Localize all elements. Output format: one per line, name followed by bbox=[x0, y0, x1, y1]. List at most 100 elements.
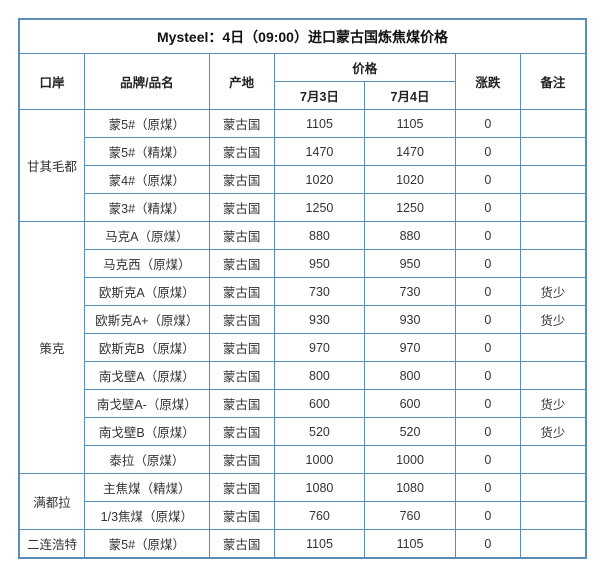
cell-change: 0 bbox=[455, 306, 520, 334]
cell-change: 0 bbox=[455, 446, 520, 474]
cell-change: 0 bbox=[455, 474, 520, 502]
cell-brand: 欧斯克B（原煤） bbox=[85, 334, 210, 362]
cell-price1: 970 bbox=[274, 334, 365, 362]
cell-brand: 泰拉（原煤） bbox=[85, 446, 210, 474]
header-change: 涨跌 bbox=[455, 54, 520, 110]
cell-note: 货少 bbox=[520, 306, 585, 334]
table-row: 欧斯克A（原煤）蒙古国7307300货少 bbox=[20, 278, 586, 306]
price-table-container: Mysteel：4日（09:00）进口蒙古国炼焦煤价格 口岸 品牌/品名 产地 … bbox=[18, 18, 587, 559]
table-row: 泰拉（原煤）蒙古国100010000 bbox=[20, 446, 586, 474]
table-title: Mysteel：4日（09:00）进口蒙古国炼焦煤价格 bbox=[20, 20, 586, 54]
cell-change: 0 bbox=[455, 278, 520, 306]
table-row: 南戈壁B（原煤）蒙古国5205200货少 bbox=[20, 418, 586, 446]
cell-brand: 蒙5#（原煤） bbox=[85, 110, 210, 138]
cell-note bbox=[520, 446, 585, 474]
header-port: 口岸 bbox=[20, 54, 85, 110]
table-row: 满都拉主焦煤（精煤）蒙古国108010800 bbox=[20, 474, 586, 502]
cell-price1: 1470 bbox=[274, 138, 365, 166]
cell-brand: 蒙4#（原煤） bbox=[85, 166, 210, 194]
cell-brand: 南戈壁B（原煤） bbox=[85, 418, 210, 446]
cell-port: 二连浩特 bbox=[20, 530, 85, 558]
cell-origin: 蒙古国 bbox=[209, 138, 274, 166]
cell-port: 满都拉 bbox=[20, 474, 85, 530]
cell-brand: 马克西（原煤） bbox=[85, 250, 210, 278]
cell-note bbox=[520, 250, 585, 278]
cell-origin: 蒙古国 bbox=[209, 166, 274, 194]
cell-price1: 800 bbox=[274, 362, 365, 390]
table-body: 甘其毛都蒙5#（原煤）蒙古国110511050蒙5#（精煤）蒙古国1470147… bbox=[20, 110, 586, 558]
cell-price1: 950 bbox=[274, 250, 365, 278]
header-brand: 品牌/品名 bbox=[85, 54, 210, 110]
cell-price1: 930 bbox=[274, 306, 365, 334]
cell-change: 0 bbox=[455, 530, 520, 558]
cell-change: 0 bbox=[455, 110, 520, 138]
table-row: 蒙5#（精煤）蒙古国147014700 bbox=[20, 138, 586, 166]
cell-origin: 蒙古国 bbox=[209, 194, 274, 222]
table-row: 欧斯克B（原煤）蒙古国9709700 bbox=[20, 334, 586, 362]
table-row: 二连浩特蒙5#（原煤）蒙古国110511050 bbox=[20, 530, 586, 558]
cell-change: 0 bbox=[455, 390, 520, 418]
cell-note bbox=[520, 474, 585, 502]
cell-origin: 蒙古国 bbox=[209, 334, 274, 362]
cell-price2: 1250 bbox=[365, 194, 456, 222]
cell-price2: 930 bbox=[365, 306, 456, 334]
cell-origin: 蒙古国 bbox=[209, 110, 274, 138]
cell-price1: 1020 bbox=[274, 166, 365, 194]
header-date2: 7月4日 bbox=[365, 82, 456, 110]
cell-origin: 蒙古国 bbox=[209, 222, 274, 250]
cell-note bbox=[520, 222, 585, 250]
cell-note bbox=[520, 530, 585, 558]
cell-price2: 880 bbox=[365, 222, 456, 250]
cell-change: 0 bbox=[455, 194, 520, 222]
table-row: 南戈壁A-（原煤）蒙古国6006000货少 bbox=[20, 390, 586, 418]
cell-price1: 1105 bbox=[274, 530, 365, 558]
cell-brand: 南戈壁A-（原煤） bbox=[85, 390, 210, 418]
cell-note: 货少 bbox=[520, 390, 585, 418]
cell-price1: 730 bbox=[274, 278, 365, 306]
cell-price1: 1000 bbox=[274, 446, 365, 474]
cell-price1: 600 bbox=[274, 390, 365, 418]
cell-origin: 蒙古国 bbox=[209, 530, 274, 558]
cell-price2: 1470 bbox=[365, 138, 456, 166]
cell-price1: 520 bbox=[274, 418, 365, 446]
price-table: Mysteel：4日（09:00）进口蒙古国炼焦煤价格 口岸 品牌/品名 产地 … bbox=[19, 19, 586, 558]
cell-origin: 蒙古国 bbox=[209, 418, 274, 446]
cell-port: 甘其毛都 bbox=[20, 110, 85, 222]
cell-brand: 蒙5#（原煤） bbox=[85, 530, 210, 558]
cell-price1: 1250 bbox=[274, 194, 365, 222]
cell-price2: 1080 bbox=[365, 474, 456, 502]
table-row: 蒙3#（精煤）蒙古国125012500 bbox=[20, 194, 586, 222]
table-row: 甘其毛都蒙5#（原煤）蒙古国110511050 bbox=[20, 110, 586, 138]
cell-price2: 1105 bbox=[365, 530, 456, 558]
cell-port: 策克 bbox=[20, 222, 85, 474]
cell-origin: 蒙古国 bbox=[209, 250, 274, 278]
cell-origin: 蒙古国 bbox=[209, 446, 274, 474]
header-price-group: 价格 bbox=[274, 54, 455, 82]
cell-price2: 1000 bbox=[365, 446, 456, 474]
cell-brand: 蒙3#（精煤） bbox=[85, 194, 210, 222]
cell-brand: 蒙5#（精煤） bbox=[85, 138, 210, 166]
header-note: 备注 bbox=[520, 54, 585, 110]
cell-change: 0 bbox=[455, 250, 520, 278]
cell-origin: 蒙古国 bbox=[209, 306, 274, 334]
table-row: 策克马克A（原煤）蒙古国8808800 bbox=[20, 222, 586, 250]
cell-origin: 蒙古国 bbox=[209, 278, 274, 306]
cell-price2: 1105 bbox=[365, 110, 456, 138]
cell-origin: 蒙古国 bbox=[209, 474, 274, 502]
cell-price2: 950 bbox=[365, 250, 456, 278]
cell-price2: 600 bbox=[365, 390, 456, 418]
cell-note bbox=[520, 194, 585, 222]
cell-note bbox=[520, 334, 585, 362]
cell-price2: 970 bbox=[365, 334, 456, 362]
table-row: 欧斯克A+（原煤）蒙古国9309300货少 bbox=[20, 306, 586, 334]
cell-change: 0 bbox=[455, 362, 520, 390]
cell-change: 0 bbox=[455, 418, 520, 446]
cell-note bbox=[520, 110, 585, 138]
cell-brand: 欧斯克A（原煤） bbox=[85, 278, 210, 306]
header-date1: 7月3日 bbox=[274, 82, 365, 110]
cell-brand: 马克A（原煤） bbox=[85, 222, 210, 250]
cell-price1: 1105 bbox=[274, 110, 365, 138]
cell-price1: 1080 bbox=[274, 474, 365, 502]
cell-change: 0 bbox=[455, 334, 520, 362]
cell-brand: 主焦煤（精煤） bbox=[85, 474, 210, 502]
